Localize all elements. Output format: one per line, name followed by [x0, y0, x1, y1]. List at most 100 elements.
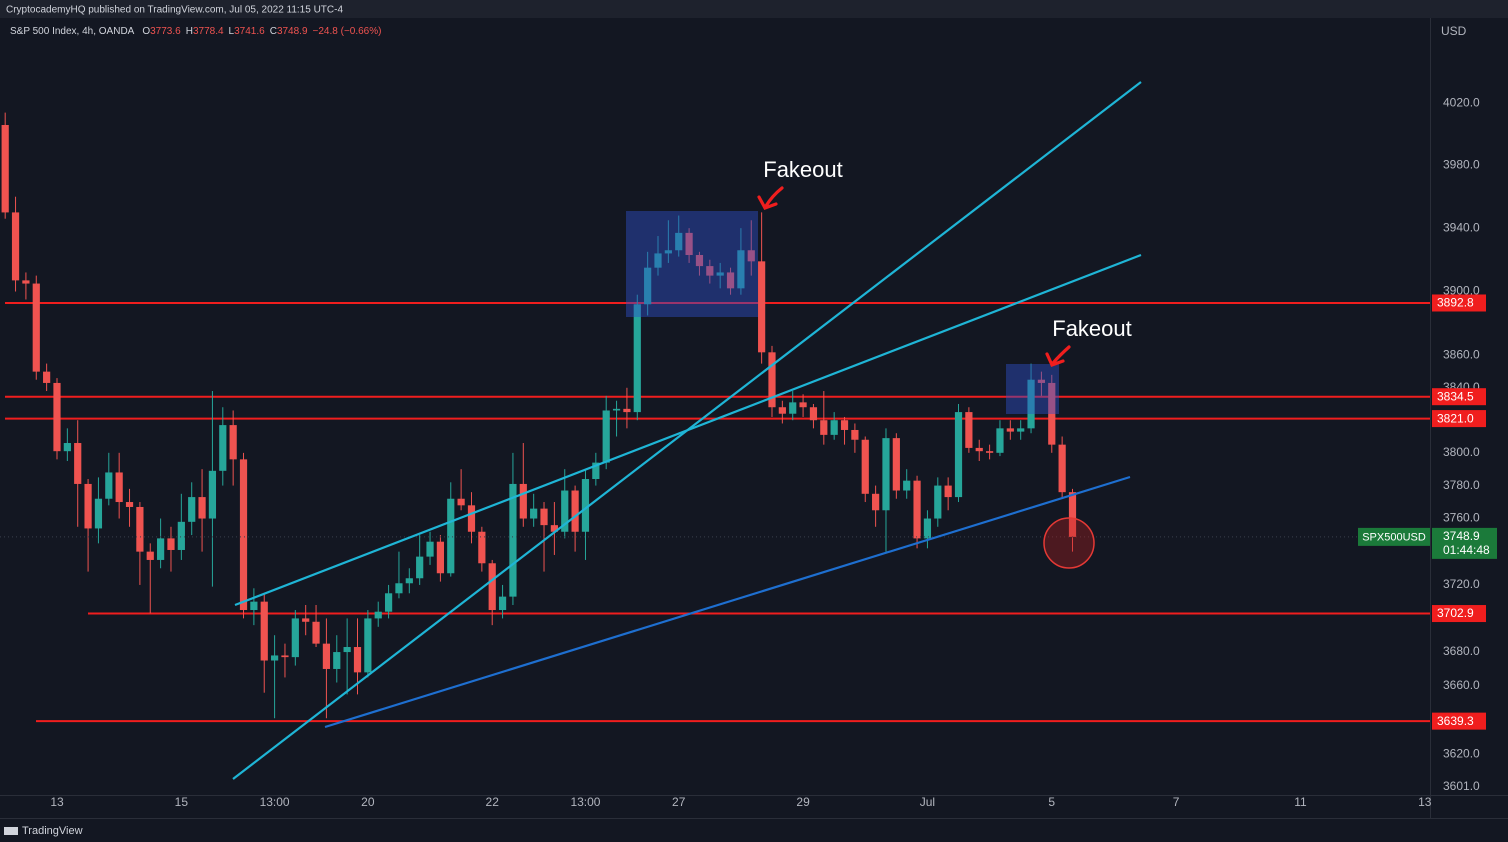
- candle-body: [882, 438, 890, 511]
- candle-body: [602, 410, 610, 463]
- symbol-label: SPX500USD: [1362, 531, 1426, 543]
- publisher-header: CryptocademyHQ published on TradingView.…: [6, 5, 343, 16]
- candle-body: [944, 485, 952, 498]
- x-tick-label: 15: [175, 795, 189, 809]
- y-tick-label: 3760.0: [1443, 511, 1480, 525]
- level-label: 3639.3: [1437, 714, 1474, 728]
- candle-body: [188, 497, 196, 522]
- candle-body: [737, 250, 745, 289]
- last-price-box: [1432, 527, 1497, 559]
- candle-body: [716, 272, 724, 276]
- candle-body: [32, 283, 40, 372]
- level-label-box: [1432, 605, 1486, 623]
- candle-body: [592, 462, 600, 480]
- candle-body: [198, 497, 206, 519]
- x-tick-label: Jul: [920, 795, 935, 809]
- candle-body: [872, 493, 880, 511]
- candle-body: [343, 647, 351, 653]
- y-tick-label: 3940.0: [1443, 220, 1480, 234]
- candle-body: [136, 506, 144, 552]
- candle-body: [312, 621, 320, 644]
- plot-area: [0, 112, 1430, 723]
- candle-body: [934, 485, 942, 519]
- y-tick-label: 3900.0: [1443, 284, 1480, 298]
- bar-countdown: 01:44:48: [1443, 543, 1490, 557]
- candle-body: [1, 124, 9, 213]
- candle-body: [923, 518, 932, 539]
- candle-body: [488, 563, 496, 611]
- candle-body: [685, 232, 693, 256]
- x-tick-label: 13: [50, 795, 64, 809]
- candle-body: [322, 643, 331, 669]
- candle-body: [799, 402, 807, 408]
- candle-body: [830, 420, 838, 435]
- level-label-box: [1432, 410, 1486, 428]
- x-tick-label: 5: [1048, 795, 1055, 809]
- candle-body: [986, 451, 994, 453]
- candle-body: [374, 611, 382, 619]
- candle-body: [384, 593, 393, 612]
- legend-key: O: [142, 26, 150, 37]
- candle-body: [561, 490, 569, 532]
- candle-body: [633, 304, 641, 413]
- candle-body: [1017, 428, 1025, 432]
- candle-body: [1068, 492, 1077, 537]
- candle-body: [478, 531, 486, 564]
- candle-body: [63, 443, 71, 452]
- x-tick-label: 13:00: [260, 795, 290, 809]
- candle-body: [996, 428, 1004, 453]
- candle-body: [623, 408, 631, 413]
- candle-body: [167, 538, 175, 550]
- legend-value: 3773.6: [150, 26, 181, 37]
- candle-body: [291, 618, 299, 658]
- candle-body: [1027, 379, 1035, 429]
- candle-body: [778, 407, 786, 414]
- legend-value: 3741.6: [234, 26, 265, 37]
- x-tick-label: 7: [1173, 795, 1180, 809]
- candle-body: [612, 408, 621, 411]
- x-tick-label: 13: [1418, 795, 1432, 809]
- legend-change: −24.8 (−0.66%): [313, 26, 382, 37]
- candle-body: [530, 508, 538, 519]
- candle-body: [789, 402, 797, 414]
- candle-body: [1037, 379, 1046, 383]
- annotation-arrow: [1045, 345, 1071, 368]
- channel-line: [234, 253, 1142, 607]
- brand: TradingView: [22, 825, 83, 837]
- candle-body: [861, 439, 869, 494]
- candle-body: [467, 505, 476, 532]
- candle-body: [271, 655, 279, 661]
- candle-body: [965, 412, 973, 448]
- candle-body: [74, 443, 82, 484]
- level-label-box: [1432, 388, 1486, 406]
- candle-body: [22, 280, 30, 284]
- candle-body: [53, 382, 61, 452]
- y-tick-label: 3860.0: [1443, 348, 1480, 362]
- candle-body: [260, 601, 268, 661]
- y-tick-label: 3720.0: [1443, 577, 1480, 591]
- annotation: Fakeout: [1052, 316, 1132, 341]
- candle-body: [975, 447, 983, 452]
- candle-body: [820, 420, 828, 435]
- y-tick-label: 3800.0: [1443, 445, 1480, 459]
- header-bar: [0, 0, 1508, 18]
- candle-body: [436, 541, 444, 574]
- y-tick-label: 3601.0: [1443, 779, 1480, 793]
- candle-body: [229, 425, 237, 460]
- annotation-arrow: [757, 186, 784, 210]
- candle-body: [457, 498, 465, 506]
- candle-body: [333, 652, 341, 669]
- candle-body: [302, 618, 310, 622]
- trend-line: [324, 475, 1131, 729]
- candle-body: [903, 480, 911, 491]
- candle-body: [675, 232, 683, 251]
- candle-body: [105, 472, 113, 499]
- candle-body: [644, 267, 652, 305]
- candle-body: [43, 371, 51, 383]
- candle-body: [146, 551, 154, 560]
- y-tick-label: 3780.0: [1443, 478, 1480, 492]
- level-label: 3702.9: [1437, 606, 1474, 620]
- candle-body: [416, 556, 424, 579]
- candle-body: [84, 483, 92, 529]
